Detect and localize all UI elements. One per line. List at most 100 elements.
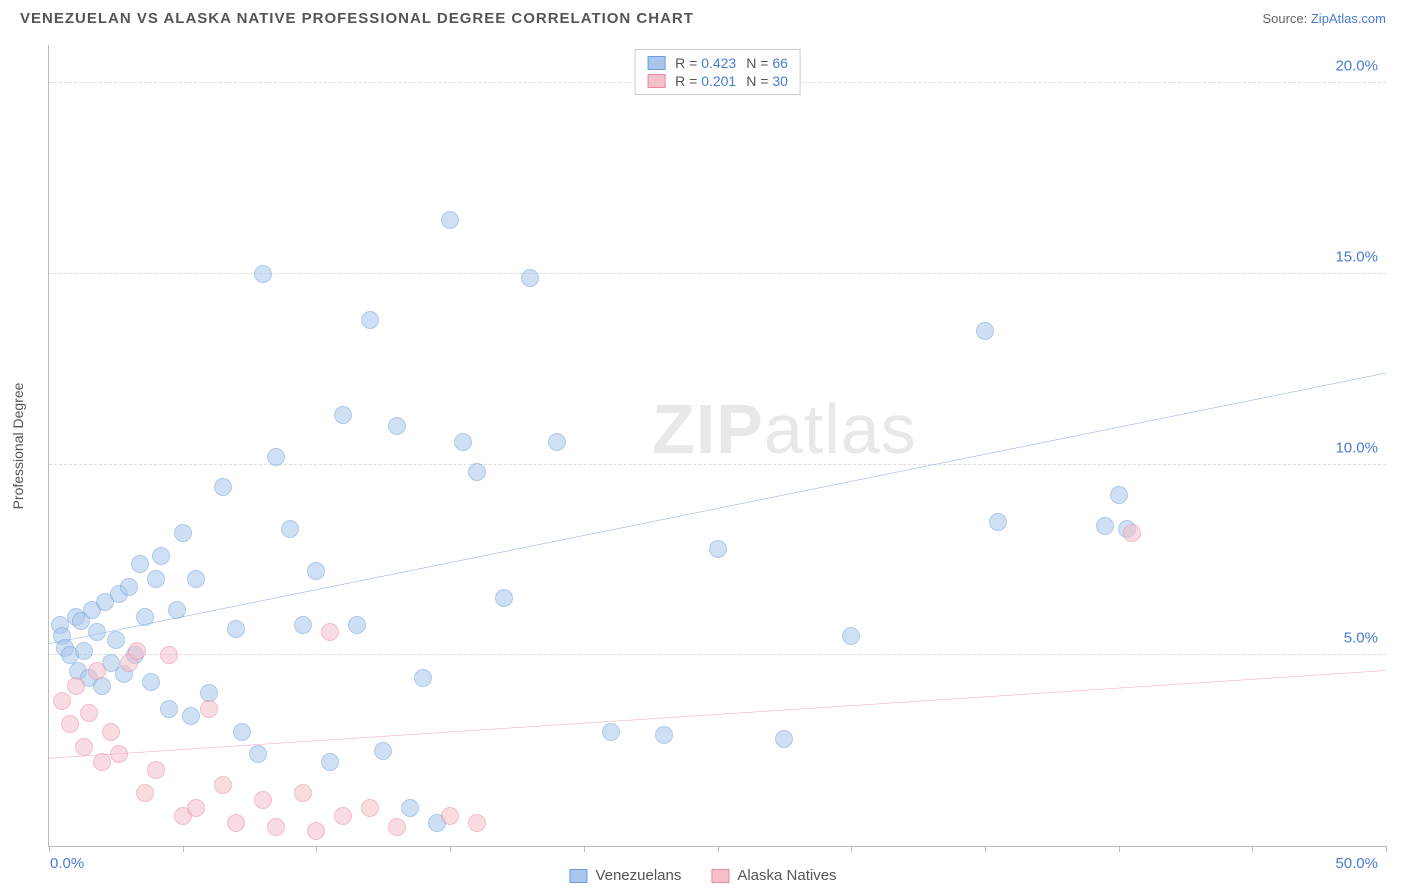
data-point — [521, 269, 539, 287]
data-point — [254, 265, 272, 283]
data-point — [267, 448, 285, 466]
data-point — [602, 723, 620, 741]
data-point — [102, 723, 120, 741]
y-tick-label: 5.0% — [1344, 630, 1378, 647]
x-tick — [450, 846, 451, 852]
data-point — [989, 513, 1007, 531]
legend-item: Venezuelans — [569, 867, 681, 884]
data-point — [75, 738, 93, 756]
data-point — [401, 799, 419, 817]
data-point — [174, 524, 192, 542]
data-point — [976, 322, 994, 340]
data-point — [334, 807, 352, 825]
data-point — [214, 776, 232, 794]
legend-swatch — [647, 74, 665, 88]
data-point — [842, 627, 860, 645]
data-point — [441, 211, 459, 229]
correlation-legend: R = 0.423N = 66 R = 0.201N = 30 — [634, 49, 801, 95]
legend-row: R = 0.201N = 30 — [647, 73, 788, 89]
data-point — [61, 715, 79, 733]
data-point — [136, 608, 154, 626]
x-tick — [183, 846, 184, 852]
gridline — [49, 273, 1386, 274]
data-point — [1123, 524, 1141, 542]
data-point — [160, 646, 178, 664]
y-tick-label: 10.0% — [1335, 439, 1378, 456]
chart-header: VENEZUELAN VS ALASKA NATIVE PROFESSIONAL… — [0, 0, 1406, 33]
data-point — [187, 799, 205, 817]
x-tick — [316, 846, 317, 852]
data-point — [388, 417, 406, 435]
data-point — [321, 753, 339, 771]
x-axis-min: 0.0% — [50, 855, 84, 872]
data-point — [67, 677, 85, 695]
data-point — [254, 791, 272, 809]
y-tick-label: 15.0% — [1335, 248, 1378, 265]
data-point — [548, 433, 566, 451]
series-legend: Venezuelans Alaska Natives — [569, 867, 836, 884]
data-point — [88, 623, 106, 641]
data-point — [227, 814, 245, 832]
y-axis-label: Professional Degree — [10, 383, 26, 510]
data-point — [414, 669, 432, 687]
data-point — [200, 700, 218, 718]
data-point — [147, 761, 165, 779]
data-point — [388, 818, 406, 836]
legend-row: R = 0.423N = 66 — [647, 55, 788, 71]
x-tick — [718, 846, 719, 852]
data-point — [281, 520, 299, 538]
data-point — [321, 623, 339, 641]
watermark: ZIPatlas — [652, 389, 917, 469]
data-point — [454, 433, 472, 451]
data-point — [468, 814, 486, 832]
data-point — [307, 562, 325, 580]
trend-line — [49, 373, 1386, 644]
data-point — [147, 570, 165, 588]
data-point — [88, 662, 106, 680]
data-point — [249, 745, 267, 763]
plot-area: ZIPatlas 5.0% 10.0% 15.0% 20.0% — [49, 45, 1386, 846]
chart-source: Source: ZipAtlas.com — [1262, 11, 1386, 26]
data-point — [267, 818, 285, 836]
data-point — [160, 700, 178, 718]
x-tick — [1252, 846, 1253, 852]
data-point — [294, 616, 312, 634]
legend-label: Venezuelans — [595, 867, 681, 884]
data-point — [182, 707, 200, 725]
x-tick — [851, 846, 852, 852]
legend-item: Alaska Natives — [711, 867, 836, 884]
gridline — [49, 654, 1386, 655]
x-tick — [1386, 846, 1387, 852]
legend-swatch — [647, 56, 665, 70]
data-point — [374, 742, 392, 760]
x-tick — [49, 846, 50, 852]
legend-swatch — [569, 869, 587, 883]
data-point — [131, 555, 149, 573]
data-point — [136, 784, 154, 802]
x-tick — [584, 846, 585, 852]
x-axis-max: 50.0% — [1335, 855, 1378, 872]
data-point — [294, 784, 312, 802]
x-tick — [985, 846, 986, 852]
data-point — [233, 723, 251, 741]
data-point — [107, 631, 125, 649]
trend-line — [49, 671, 1386, 759]
legend-label: Alaska Natives — [737, 867, 836, 884]
data-point — [361, 311, 379, 329]
data-point — [187, 570, 205, 588]
data-point — [1110, 486, 1128, 504]
data-point — [75, 642, 93, 660]
data-point — [80, 704, 98, 722]
data-point — [128, 642, 146, 660]
source-link[interactable]: ZipAtlas.com — [1311, 11, 1386, 26]
data-point — [468, 463, 486, 481]
data-point — [495, 589, 513, 607]
data-point — [307, 822, 325, 840]
data-point — [168, 601, 186, 619]
data-point — [142, 673, 160, 691]
y-tick-label: 20.0% — [1335, 58, 1378, 75]
data-point — [775, 730, 793, 748]
data-point — [348, 616, 366, 634]
gridline — [49, 464, 1386, 465]
x-tick — [1119, 846, 1120, 852]
